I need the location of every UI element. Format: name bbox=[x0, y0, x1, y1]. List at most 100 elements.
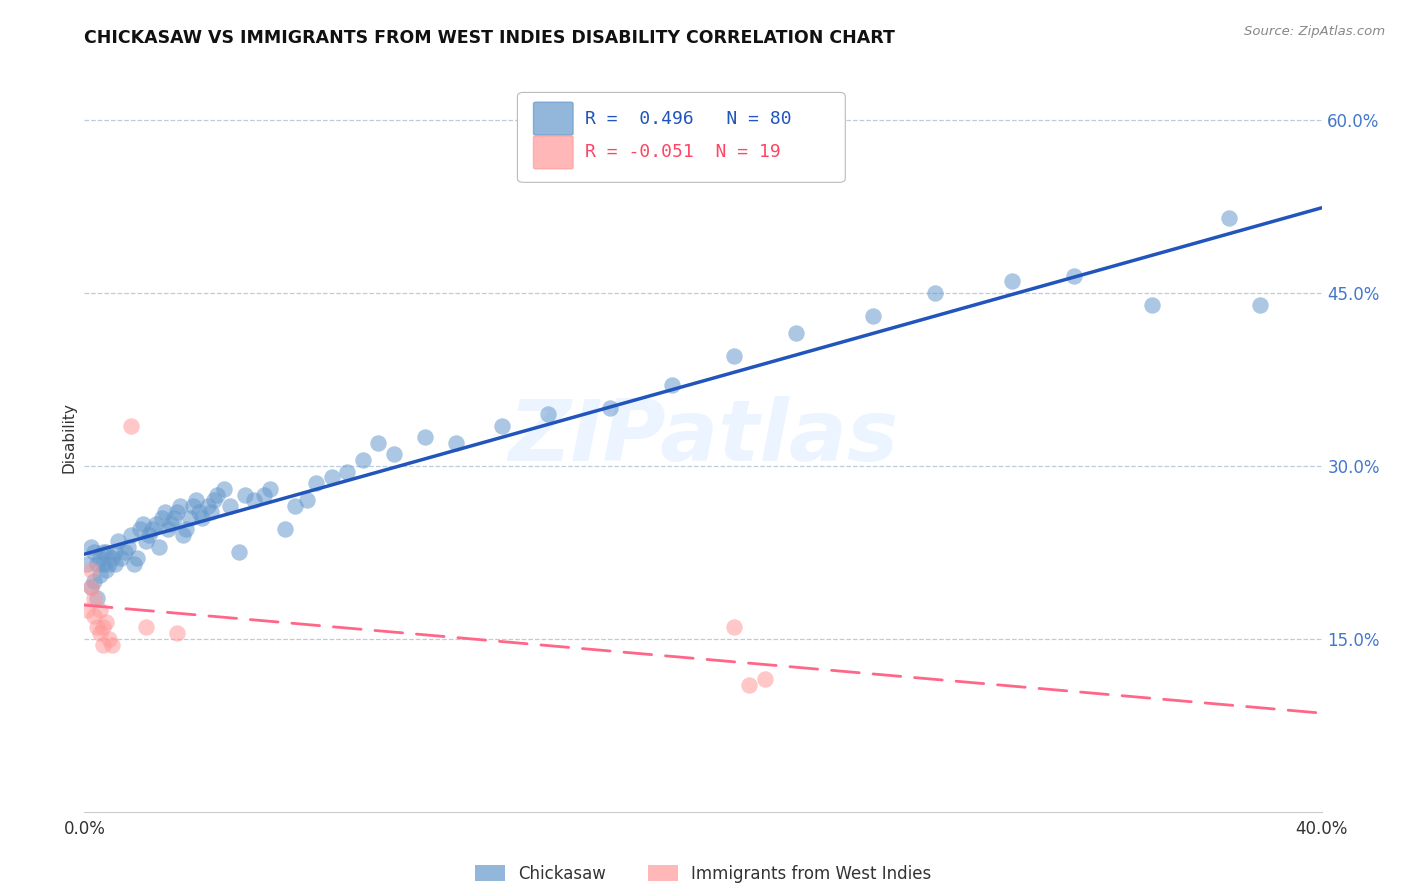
Point bbox=[89, 626, 111, 640]
Point bbox=[191, 510, 214, 524]
Point bbox=[202, 493, 225, 508]
Point bbox=[83, 591, 105, 606]
Point bbox=[76, 557, 98, 571]
Text: Source: ZipAtlas.com: Source: ZipAtlas.com bbox=[1244, 25, 1385, 38]
Point bbox=[135, 533, 157, 548]
Point bbox=[91, 620, 114, 634]
Point bbox=[91, 638, 114, 652]
Point bbox=[284, 500, 307, 514]
Point bbox=[79, 580, 101, 594]
Point bbox=[166, 505, 188, 519]
Point bbox=[89, 568, 111, 582]
Point bbox=[723, 620, 745, 634]
Point bbox=[1001, 275, 1024, 289]
Point bbox=[172, 528, 194, 542]
Point bbox=[1218, 211, 1240, 225]
Point bbox=[1063, 268, 1085, 283]
Point bbox=[86, 591, 108, 606]
Point bbox=[1249, 297, 1271, 311]
Point bbox=[120, 418, 142, 433]
Point bbox=[153, 505, 176, 519]
Point bbox=[228, 545, 250, 559]
Point bbox=[181, 500, 204, 514]
Point bbox=[89, 603, 111, 617]
Point bbox=[156, 522, 179, 536]
Point bbox=[141, 522, 163, 536]
Text: CHICKASAW VS IMMIGRANTS FROM WEST INDIES DISABILITY CORRELATION CHART: CHICKASAW VS IMMIGRANTS FROM WEST INDIES… bbox=[84, 29, 896, 47]
Point bbox=[160, 516, 183, 531]
Point bbox=[352, 453, 374, 467]
FancyBboxPatch shape bbox=[533, 103, 574, 135]
Text: R = -0.051  N = 19: R = -0.051 N = 19 bbox=[585, 144, 782, 161]
Text: ZIPatlas: ZIPatlas bbox=[508, 395, 898, 479]
Point bbox=[163, 510, 186, 524]
Point bbox=[86, 557, 108, 571]
Point bbox=[382, 447, 405, 461]
Point bbox=[924, 285, 946, 300]
Point bbox=[138, 528, 160, 542]
Point bbox=[101, 551, 124, 566]
Point bbox=[114, 545, 136, 559]
Point bbox=[785, 326, 807, 341]
Point bbox=[98, 557, 121, 571]
Point bbox=[104, 557, 127, 571]
Point bbox=[94, 563, 117, 577]
Point bbox=[537, 407, 560, 421]
Point bbox=[321, 470, 343, 484]
Point bbox=[305, 476, 328, 491]
Point bbox=[79, 540, 101, 554]
Point bbox=[132, 516, 155, 531]
Point bbox=[413, 430, 436, 444]
Point bbox=[295, 493, 318, 508]
Point bbox=[599, 401, 621, 416]
Point bbox=[197, 500, 219, 514]
Point bbox=[94, 615, 117, 629]
Point bbox=[1140, 297, 1163, 311]
Point bbox=[259, 482, 281, 496]
Point bbox=[754, 672, 776, 686]
Point bbox=[169, 500, 191, 514]
Point bbox=[187, 505, 209, 519]
Point bbox=[491, 418, 513, 433]
Point bbox=[110, 551, 132, 566]
Point bbox=[218, 500, 240, 514]
Point bbox=[367, 435, 389, 450]
Point bbox=[150, 510, 173, 524]
Point bbox=[336, 465, 359, 479]
Point bbox=[83, 574, 105, 589]
Y-axis label: Disability: Disability bbox=[60, 401, 76, 473]
Point bbox=[125, 551, 148, 566]
Point bbox=[89, 551, 111, 566]
Point bbox=[76, 603, 98, 617]
Point bbox=[212, 482, 235, 496]
Point bbox=[176, 522, 198, 536]
Point bbox=[723, 350, 745, 364]
Point bbox=[91, 545, 114, 559]
Point bbox=[91, 557, 114, 571]
Point bbox=[274, 522, 297, 536]
Point bbox=[444, 435, 467, 450]
FancyBboxPatch shape bbox=[517, 93, 845, 182]
Point bbox=[148, 540, 170, 554]
FancyBboxPatch shape bbox=[533, 136, 574, 169]
Point bbox=[117, 540, 139, 554]
Point bbox=[94, 545, 117, 559]
Point bbox=[738, 678, 761, 692]
Point bbox=[98, 632, 121, 646]
Point bbox=[129, 522, 152, 536]
Point bbox=[862, 309, 884, 323]
Point bbox=[79, 563, 101, 577]
Point bbox=[145, 516, 167, 531]
Point bbox=[253, 488, 276, 502]
Text: R =  0.496   N = 80: R = 0.496 N = 80 bbox=[585, 110, 792, 128]
Point bbox=[179, 510, 201, 524]
Point bbox=[243, 493, 266, 508]
Point bbox=[135, 620, 157, 634]
Point bbox=[200, 505, 222, 519]
Point bbox=[166, 626, 188, 640]
Point bbox=[661, 378, 683, 392]
Point bbox=[184, 493, 207, 508]
Point bbox=[104, 545, 127, 559]
Point bbox=[83, 608, 105, 623]
Point bbox=[79, 580, 101, 594]
